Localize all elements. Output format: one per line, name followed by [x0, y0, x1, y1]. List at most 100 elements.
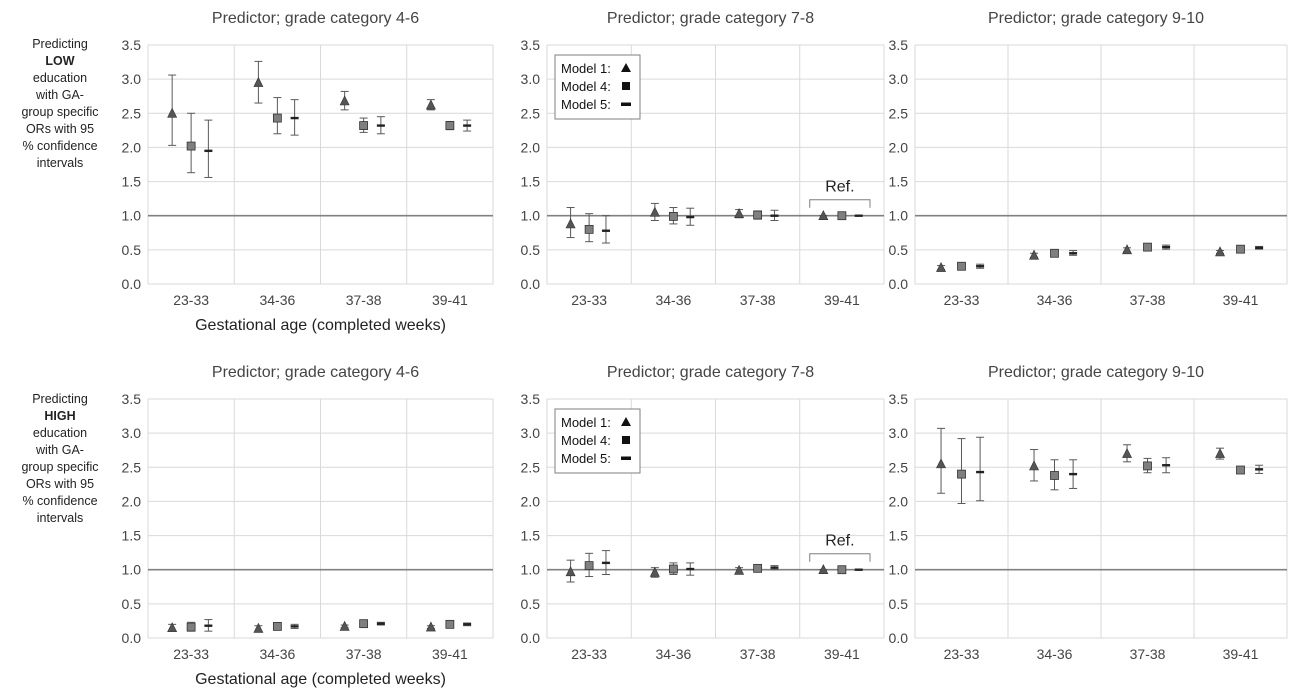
chart-title: Predictor; grade category 9-10: [988, 10, 1204, 27]
chart-title: Predictor; grade category 9-10: [988, 364, 1204, 381]
x-tick-label: 23-33: [173, 646, 209, 662]
point-model-4: [445, 121, 455, 130]
point-model-5: [290, 625, 299, 628]
legend-label: Model 4:: [561, 433, 611, 448]
point-model-4: [668, 564, 678, 574]
point-model-5: [290, 116, 299, 120]
y-tick-label: 0.5: [889, 596, 909, 612]
x-tick-label: 23-33: [173, 292, 209, 308]
x-tick-label: 37-38: [346, 292, 382, 308]
point-model-5: [1069, 252, 1078, 255]
y-tick-label: 1.0: [122, 208, 142, 224]
x-tick-label: 39-41: [824, 646, 860, 662]
point-model-5: [601, 561, 610, 565]
point-model-1: [649, 566, 660, 577]
point-model-1: [167, 107, 178, 118]
x-tick-label: 23-33: [944, 292, 980, 308]
chart-panel-4: 0.0 0.5 1.0 1.5 2.0 2.5 3.0 3.5 Predictor; grade…: [122, 364, 494, 688]
point-model-1: [425, 99, 436, 110]
point-model-5: [1069, 472, 1078, 476]
y-tick-label: 2.0: [521, 493, 541, 509]
y-tick-label: 2.5: [889, 459, 909, 475]
y-tick-label: 3.5: [122, 37, 142, 53]
point-model-1: [649, 206, 660, 217]
point-model-4: [957, 469, 966, 479]
y-tick-label: 2.0: [889, 139, 909, 155]
point-model-4: [445, 619, 455, 629]
point-model-5: [976, 470, 985, 474]
point-model-5: [770, 566, 779, 569]
y-tick-label: 2.0: [122, 139, 142, 155]
y-tick-label: 3.5: [889, 391, 909, 407]
point-model-4: [186, 141, 196, 151]
caption-line: group specific: [21, 460, 99, 474]
x-tick-label: 39-41: [1223, 646, 1259, 662]
point-model-4: [1236, 244, 1245, 254]
x-tick-label: 23-33: [571, 646, 607, 662]
y-tick-label: 0.0: [521, 276, 541, 292]
x-axis-label: Gestational age (completed weeks): [195, 317, 446, 334]
point-model-1: [253, 622, 264, 633]
y-tick-label: 3.5: [889, 37, 909, 53]
x-tick-label: 34-36: [1037, 646, 1073, 662]
y-tick-label: 1.5: [521, 528, 541, 544]
y-tick-label: 2.5: [122, 459, 142, 475]
y-tick-label: 2.5: [122, 105, 142, 121]
point-model-5: [463, 623, 472, 626]
ref-annotation: Ref.: [825, 179, 854, 196]
y-tick-label: 1.5: [521, 174, 541, 190]
x-tick-label: 37-38: [346, 646, 382, 662]
point-model-1: [1122, 447, 1133, 458]
y-tick-label: 2.0: [122, 493, 142, 509]
y-tick-label: 1.5: [889, 174, 909, 190]
legend-label: Model 1:: [561, 415, 611, 430]
point-model-1: [253, 76, 264, 87]
point-model-5: [204, 624, 213, 627]
point-model-1: [339, 95, 350, 106]
point-model-4: [1236, 465, 1245, 475]
row-caption-high: Predicting HIGH education with GA- group…: [0, 391, 120, 527]
point-model-4: [668, 211, 678, 221]
point-model-1: [1029, 249, 1040, 260]
caption-line: Predicting: [32, 392, 88, 406]
y-tick-label: 1.0: [889, 208, 909, 224]
point-model-1: [167, 622, 178, 633]
point-model-1: [339, 620, 350, 631]
caption-line: with GA-: [36, 88, 84, 102]
legend: Model 1: Model 4: Model 5:: [554, 408, 641, 474]
x-tick-label: 23-33: [944, 646, 980, 662]
caption-line: with GA-: [36, 443, 84, 457]
y-tick-label: 1.0: [521, 562, 541, 578]
caption-line: education: [32, 71, 88, 85]
caption-line: intervals: [36, 511, 84, 525]
x-axis-label: Gestational age (completed weeks): [195, 671, 446, 688]
y-tick-label: 3.0: [889, 71, 909, 87]
y-tick-label: 1.5: [122, 174, 142, 190]
caption-line: Predicting: [32, 37, 88, 51]
legend-dash-icon: [621, 102, 631, 106]
y-tick-label: 3.0: [521, 71, 541, 87]
y-tick-label: 3.0: [122, 425, 142, 441]
y-tick-label: 2.0: [521, 139, 541, 155]
point-model-4: [584, 224, 594, 234]
point-model-5: [686, 567, 695, 571]
x-tick-label: 39-41: [432, 292, 468, 308]
y-tick-label: 3.5: [521, 37, 541, 53]
point-model-1: [1122, 244, 1133, 255]
y-tick-label: 1.5: [889, 528, 909, 544]
chart-title: Predictor; grade category 7-8: [607, 10, 814, 27]
caption-line: intervals: [36, 156, 84, 170]
x-tick-label: 34-36: [259, 292, 295, 308]
x-tick-label: 37-38: [740, 292, 776, 308]
caption-line: group specific: [21, 105, 99, 119]
x-tick-label: 39-41: [1223, 292, 1259, 308]
caption-emphasis: LOW: [45, 54, 75, 68]
chart-panel-2: 0.0 0.5 1.0 1.5 2.0 2.5 3.0 3.5 Predictor; grade…: [521, 10, 885, 308]
y-tick-label: 3.0: [122, 71, 142, 87]
point-model-1: [734, 207, 745, 218]
caption-line: % confidence: [22, 139, 98, 153]
point-model-5: [770, 214, 779, 217]
point-model-1: [818, 564, 829, 575]
ref-bracket: [809, 553, 871, 562]
legend-triangle-icon: [621, 63, 631, 72]
